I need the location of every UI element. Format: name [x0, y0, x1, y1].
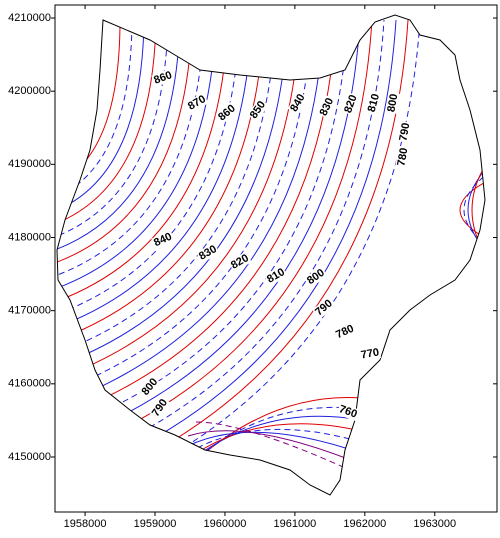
contour-line: [163, 423, 381, 479]
contour-label-bg: [397, 120, 413, 144]
contour-line: [187, 430, 381, 473]
contour-label: 810: [366, 93, 382, 114]
x-tick-label: 1962000: [343, 518, 386, 530]
contour-label-bg: [264, 265, 288, 287]
contour-line: [57, 19, 397, 490]
x-tick-label: 1961000: [273, 518, 316, 530]
contour-line: [463, 164, 485, 256]
contour-line: [459, 174, 485, 246]
contour-label: 790: [150, 397, 170, 419]
contour-line: [57, 19, 217, 295]
contour-line: [57, 19, 409, 495]
contour-label-bg: [304, 266, 328, 288]
contour-label-bg: [287, 91, 309, 115]
contour-label: 790: [313, 297, 335, 318]
contour-label-bg: [149, 396, 171, 420]
contour-label: 760: [337, 403, 358, 421]
contour-label-bg: [341, 92, 361, 116]
contour-label-bg: [336, 402, 360, 422]
frame: [54, 4, 498, 513]
contour-line: [57, 19, 349, 438]
contour-label-bg: [138, 375, 162, 399]
contour-label-bg: [333, 322, 357, 342]
contour-label-bg: [151, 230, 175, 250]
contour-line: [57, 19, 301, 386]
contour-label-bg: [395, 145, 411, 169]
x-tick-label: 1963000: [413, 518, 456, 530]
contour-label-bg: [312, 296, 336, 320]
y-tick-label: 4160000: [8, 378, 51, 390]
y-tick-label: 4210000: [8, 12, 51, 24]
x-tick-label: 1958000: [64, 518, 107, 530]
y-tick-label: 4170000: [8, 305, 51, 317]
contour-label-bg: [185, 92, 209, 114]
contour-label: 800: [385, 93, 400, 113]
contour-line: [467, 154, 485, 266]
contour-line: [57, 19, 337, 425]
contour-line: [57, 19, 373, 464]
contour-label: 800: [139, 376, 160, 398]
contour-line: [57, 19, 229, 308]
x-tick-label: 1960000: [204, 518, 247, 530]
contour-line: [57, 19, 181, 256]
contour-line: [147, 406, 381, 495]
contour-line: [57, 19, 241, 321]
contour-lines: [57, 19, 485, 495]
contour-line: [57, 19, 205, 282]
contour-label: 820: [342, 93, 360, 114]
boundary: [56, 14, 486, 496]
contour-label: 860: [216, 102, 238, 123]
x-tick-label: 1959000: [134, 518, 177, 530]
y-tick-label: 4180000: [8, 231, 51, 243]
contour-line: [57, 19, 277, 360]
contour-line: [57, 19, 313, 399]
contour-label: 780: [395, 147, 410, 167]
contour-label-bg: [215, 101, 239, 125]
contour-label-bg: [385, 91, 401, 115]
contour-label-bg: [151, 68, 175, 88]
y-tick-label: 4200000: [8, 85, 51, 97]
contour-label-bg: [317, 95, 337, 119]
contour-label: 770: [360, 346, 380, 361]
contour-line: [57, 19, 265, 347]
contour-line: [57, 19, 253, 334]
contour-label-bg: [247, 98, 269, 122]
contour-line: [57, 19, 289, 373]
contour-line: [57, 19, 133, 204]
contour-line: [471, 144, 485, 276]
contour-label-bg: [228, 251, 252, 273]
contour-line: [57, 19, 145, 217]
y-tick-label: 4190000: [8, 158, 51, 170]
contour-line: [195, 421, 381, 485]
contour-line: [57, 19, 157, 230]
contour-line: [57, 19, 193, 269]
contour-label-bg: [358, 346, 382, 362]
contour-label: 790: [397, 122, 412, 142]
contour-line: [57, 19, 169, 243]
contour-line: [57, 19, 325, 412]
y-tick-label: 4150000: [8, 451, 51, 463]
contour-label: 860: [152, 69, 173, 87]
contour-label: 800: [305, 267, 327, 287]
contour-label-bg: [365, 91, 383, 115]
contour-line: [57, 19, 361, 451]
contour-label-bg: [196, 242, 220, 264]
